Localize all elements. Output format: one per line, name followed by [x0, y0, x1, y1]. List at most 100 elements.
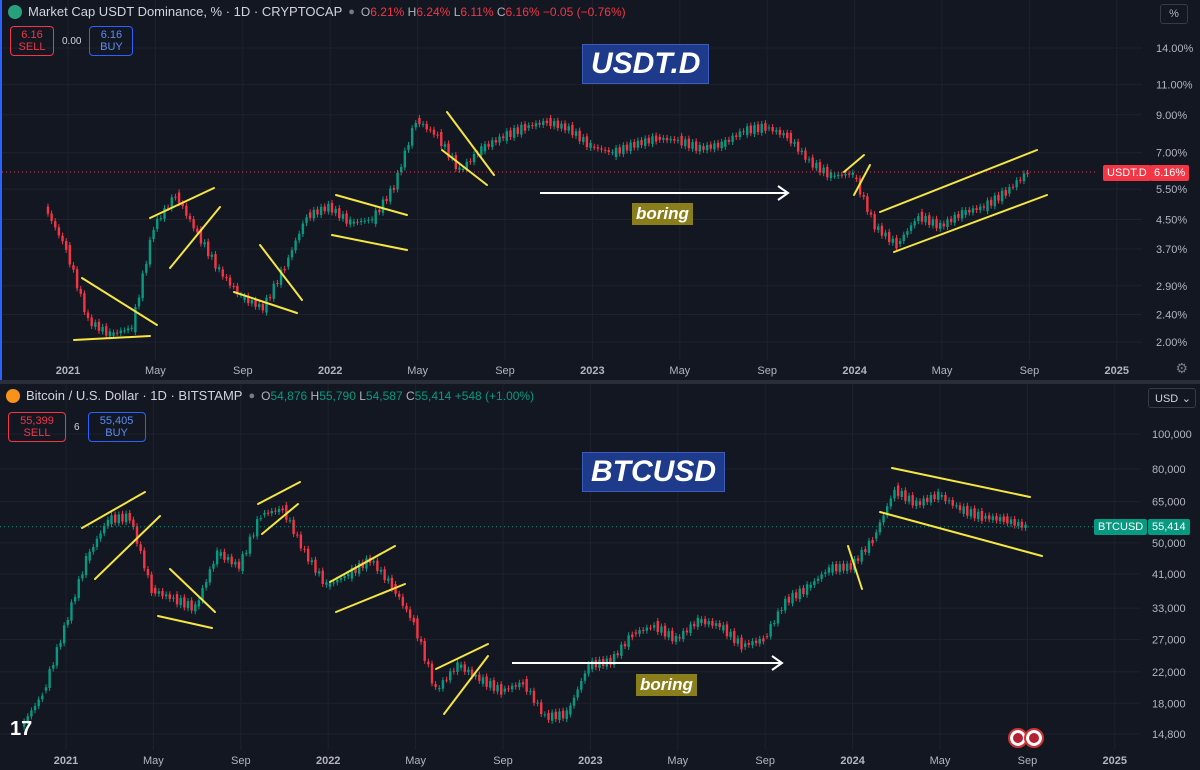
candle-body: [638, 630, 641, 634]
eye-icon[interactable]: ●: [348, 5, 355, 18]
candle-body: [1006, 516, 1009, 524]
candle-body: [895, 237, 898, 249]
candle-body: [889, 498, 893, 507]
sell-button[interactable]: 6.16 SELL: [10, 26, 54, 56]
candle-body: [714, 623, 718, 626]
candle-body: [955, 505, 958, 507]
trendline: [443, 655, 489, 715]
candle-body: [596, 147, 600, 149]
buy-button[interactable]: 6.16 BUY: [89, 26, 134, 56]
candle-body: [350, 567, 354, 579]
candle-body: [1011, 186, 1015, 188]
flags-icon[interactable]: [1008, 728, 1044, 748]
candle-body: [339, 578, 343, 580]
btcusd-pane[interactable]: 100,000 80,000 65,000 50,000 41,000 33,000 27,…: [0, 384, 1200, 770]
candle-body: [387, 578, 390, 581]
candle-body: [707, 621, 710, 625]
candle-body: [547, 712, 550, 720]
candle-body: [842, 563, 845, 571]
percent-scale-button[interactable]: %: [1160, 4, 1188, 24]
us-flag-icon: [1024, 728, 1044, 748]
candle-body: [141, 273, 144, 299]
candle-body: [926, 497, 929, 502]
candle-body: [776, 611, 780, 624]
candle-body: [338, 208, 341, 219]
candle-body: [709, 144, 712, 149]
candle-body: [837, 174, 840, 176]
trendline: [335, 583, 406, 613]
candle-body: [700, 619, 703, 624]
gear-icon[interactable]: ⚙: [1175, 360, 1188, 376]
candle-body: [474, 674, 477, 677]
usdt-dominance-pane[interactable]: 14.00% 11.00% 9.00% 7.00% 5.50% 4.50% 3.70% 2.9…: [0, 0, 1200, 380]
candle-body: [904, 490, 907, 501]
y-tick-label: 22,000: [1152, 667, 1186, 679]
pane1-header: Market Cap USDT Dominance, % · 1D · CRYP…: [8, 4, 626, 19]
candle-body: [918, 501, 922, 505]
candle-body: [177, 192, 181, 204]
candle-body: [396, 172, 399, 190]
candle-body: [418, 118, 421, 125]
candle-body: [483, 144, 487, 152]
candle-body: [145, 263, 148, 273]
buy-button[interactable]: 55,405 BUY: [87, 412, 146, 442]
candle-body: [585, 136, 589, 148]
arrow-head: [771, 655, 784, 671]
currency-select[interactable]: USD ⌄: [1148, 388, 1196, 408]
candle-body: [538, 122, 541, 125]
candle-body: [199, 229, 203, 244]
candle-body: [534, 123, 538, 127]
candle-body: [33, 705, 37, 711]
candle-body: [991, 516, 995, 520]
candle-body: [1026, 172, 1029, 175]
candle-body: [510, 685, 514, 690]
candle-body: [124, 513, 128, 523]
candle-body: [769, 623, 772, 637]
btcusd-chart[interactable]: 100,000 80,000 65,000 50,000 41,000 33,000 27,…: [0, 384, 1200, 770]
candle-body: [740, 637, 743, 650]
candle-body: [563, 123, 567, 131]
x-tick-label: May: [407, 365, 428, 377]
candle-body: [760, 123, 763, 133]
candle-body: [754, 640, 758, 644]
candle-body: [782, 133, 785, 136]
candle-body: [935, 218, 938, 229]
candle-body: [308, 212, 312, 218]
candle-body: [822, 167, 825, 174]
candle-body: [414, 122, 417, 128]
candle-body: [660, 626, 663, 633]
candle-body: [887, 231, 891, 243]
candle-body: [194, 604, 197, 612]
candle-body: [838, 564, 842, 572]
candle-body: [232, 285, 235, 287]
pane1-title: Market Cap USDT Dominance, % · 1D · CRYP…: [28, 4, 343, 19]
candle-body: [287, 257, 290, 267]
eye-icon[interactable]: ●: [248, 389, 256, 402]
usdt-dominance-chart[interactable]: 14.00% 11.00% 9.00% 7.00% 5.50% 4.50% 3.70% 2.9…: [2, 0, 1200, 380]
candle-body: [126, 328, 130, 331]
candle-body: [83, 293, 86, 313]
candle-body: [343, 576, 346, 578]
candle-body: [636, 140, 640, 148]
candle-body: [778, 129, 782, 135]
candle-body: [467, 669, 470, 673]
candle-body: [383, 569, 386, 581]
candle-body: [656, 621, 659, 632]
candle-body: [614, 147, 618, 158]
y-tick-label: 7.00%: [1156, 148, 1187, 160]
candle-body: [236, 285, 239, 295]
candle-body: [254, 299, 257, 307]
sell-button[interactable]: 55,399 SELL: [8, 412, 66, 442]
candle-body: [268, 297, 272, 299]
candle-body: [370, 219, 374, 221]
candle-body: [593, 146, 596, 148]
x-tick-label: 2021: [56, 365, 80, 377]
candle-body: [66, 619, 70, 625]
pane2-title: Bitcoin / U.S. Dollar · 1D · BITSTAMP: [26, 388, 243, 403]
candle-body: [168, 594, 171, 599]
usdt-d-annotation-label: USDT.D: [582, 44, 710, 84]
pane-divider[interactable]: [0, 380, 1200, 384]
trendline: [94, 515, 161, 580]
candle-body: [226, 557, 230, 561]
candle-body: [898, 241, 902, 244]
